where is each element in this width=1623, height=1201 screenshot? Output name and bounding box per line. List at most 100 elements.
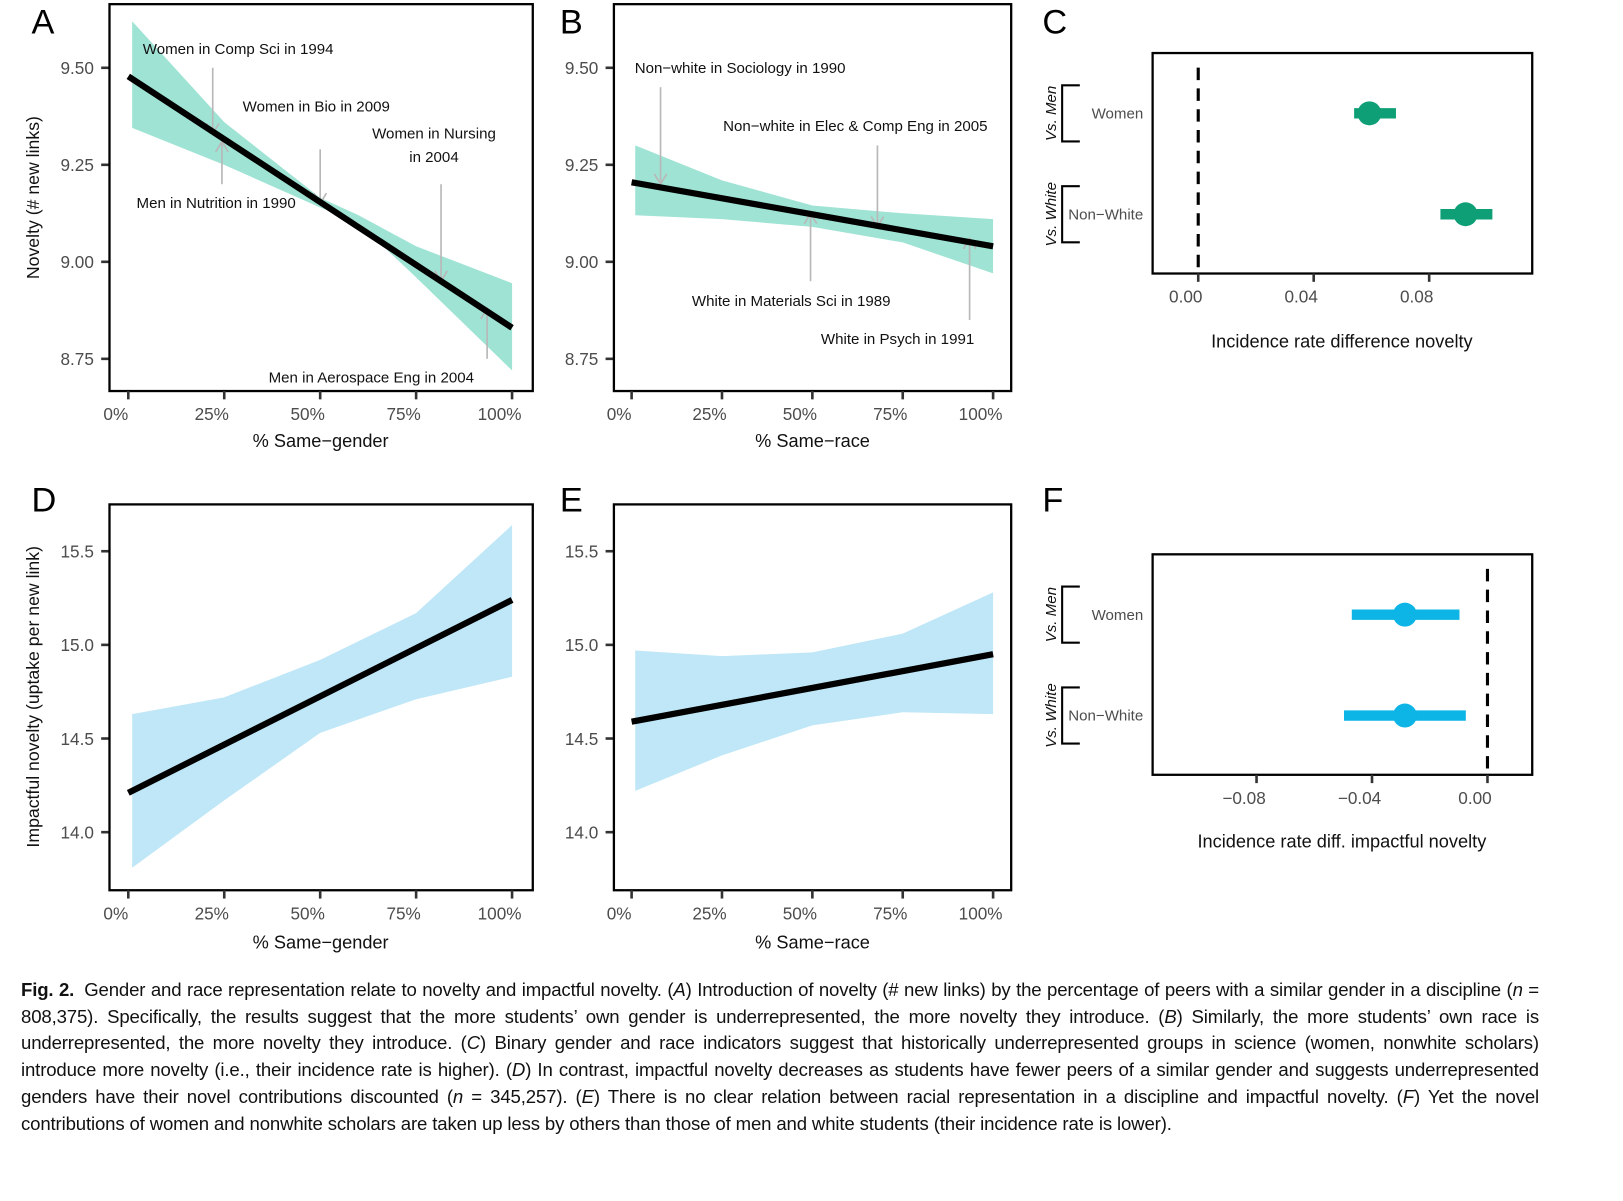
plot-frame [1151, 51, 1534, 275]
annotation-label: Women in Comp Sci in 1994 [143, 41, 334, 58]
x-tick-label: 100% [959, 903, 1003, 923]
x-tick-label: 0.00 [1458, 788, 1491, 808]
x-tick-label: 25% [692, 404, 726, 424]
x-axis-label: % Same−gender [253, 932, 389, 952]
point-estimate [1392, 602, 1417, 627]
panel-letter: A [32, 3, 55, 41]
x-tick-label: 100% [959, 404, 1003, 424]
y-tick-label: 9.00 [60, 252, 93, 272]
caption-segment: = 345,257). ( [463, 1085, 582, 1107]
panel-b: B Non−white in Sociology in 1990 Non−white… [560, 3, 1013, 451]
figure-caption: Fig. 2. Gender and race representation re… [21, 977, 1539, 1137]
y-tick-label: 9.50 [60, 58, 93, 78]
plot-frame [1151, 553, 1534, 776]
group-bracket [1061, 185, 1080, 244]
panel-c: C Women Vs. Men Non−White Vs. White 0.00 0.04 0… [1042, 3, 1534, 351]
y-tick-label: 8.75 [565, 349, 598, 369]
caption-segment: n [1512, 979, 1523, 1000]
y-axis-label: Novelty (# new links) [23, 116, 43, 279]
caption-segment: n [452, 1085, 464, 1107]
x-tick-label: 25% [195, 903, 229, 923]
x-tick-label: 0.04 [1285, 287, 1319, 307]
figure-2: A Women in Comp Sci in 1994 Women in Bio i… [23, 3, 1534, 952]
x-tick-label: 75% [873, 903, 907, 923]
annotation-label: Women in Nursing [372, 125, 496, 142]
caption-segment: = 808,375). Specifically, the results su… [21, 979, 1540, 1027]
panel-letter: B [560, 3, 583, 41]
caption-label: Fig. 2. [21, 979, 75, 1000]
arrowhead [653, 173, 668, 186]
group-label: Vs. White [1043, 182, 1060, 247]
x-axis-label: % Same−race [755, 932, 870, 952]
point-estimate [1392, 703, 1417, 728]
x-tick-label: 0% [607, 404, 632, 424]
caption-body: Gender and race representation relate to… [21, 979, 1539, 1134]
x-tick-label: −0.04 [1338, 788, 1382, 808]
panel-d: D 14.0 14.5 15.0 15.5 Impactful novelty (upta… [23, 482, 534, 952]
group-label: Vs. White [1043, 683, 1060, 748]
annotation-label: Men in Nutrition in 1990 [137, 195, 296, 212]
point-estimate [1357, 101, 1382, 126]
row-label: Non−White [1068, 206, 1143, 223]
annotation-label: Non−white in Elec & Comp Eng in 2005 [723, 118, 987, 135]
annotation-label: Women in Bio in 2009 [243, 98, 390, 115]
annotation-label: Non−white in Sociology in 1990 [635, 60, 846, 77]
caption-segment: ) There is no clear relation between rac… [593, 1085, 1403, 1107]
x-tick-label: 25% [195, 404, 229, 424]
x-tick-label: 50% [291, 404, 325, 424]
group-bracket [1061, 585, 1080, 644]
caption-segment: B [1164, 1005, 1177, 1027]
x-tick-label: 0% [103, 903, 128, 923]
x-tick-label: 0% [103, 404, 128, 424]
confidence-band [635, 145, 994, 274]
panel-a: A Women in Comp Sci in 1994 Women in Bio i… [23, 3, 534, 451]
panel-e: E 14.0 14.5 15.0 15.5 0% 25% 50% 75% 100% % Same−r… [560, 482, 1013, 952]
panel-f: F Women Vs. Men Non−White Vs. White −0.08 −0.0… [1042, 482, 1534, 852]
x-tick-label: 50% [783, 903, 817, 923]
x-tick-label: 75% [873, 404, 907, 424]
x-tick-label: 0.00 [1169, 287, 1202, 307]
caption-segment: ) Similarly, the more students’ own race… [21, 1005, 1539, 1054]
caption-segment: A [673, 979, 686, 1000]
y-tick-label: 9.25 [565, 155, 598, 175]
annotation-label: White in Psych in 1991 [821, 331, 974, 348]
x-axis-label: % Same−gender [253, 431, 389, 451]
y-tick-label: 9.25 [60, 155, 93, 175]
group-label: Vs. Men [1043, 86, 1060, 141]
x-tick-label: 50% [291, 903, 325, 923]
y-tick-label: 14.0 [60, 822, 93, 842]
y-tick-label: 8.75 [60, 349, 93, 369]
caption-segment: ) Introduction of novelty (# new links) … [685, 979, 1513, 1000]
fit-line [631, 179, 994, 250]
caption-segment: D [511, 1059, 526, 1081]
caption-segment: ) In contrast, impactful novelty decreas… [21, 1059, 1539, 1107]
row-label: Non−White [1068, 708, 1143, 725]
annotation-label: White in Materials Sci in 1989 [692, 293, 891, 310]
panel-letter: F [1042, 482, 1063, 520]
panel-letter: C [1042, 3, 1067, 41]
fit-line [631, 651, 994, 725]
x-tick-label: 75% [386, 404, 420, 424]
confidence-band [635, 592, 994, 791]
caption-segment: F [1402, 1085, 1414, 1107]
fit-line [126, 597, 514, 796]
group-bracket [1061, 686, 1080, 745]
group-bracket [1061, 84, 1080, 143]
x-tick-label: 50% [783, 404, 817, 424]
row-label: Women [1092, 607, 1144, 624]
x-tick-label: 0.08 [1400, 287, 1433, 307]
panel-letter: E [560, 482, 583, 520]
panel-letter: D [32, 482, 57, 520]
y-tick-label: 14.0 [565, 822, 598, 842]
x-axis-label: Incidence rate difference novelty [1211, 331, 1473, 351]
caption-segment: E [581, 1085, 594, 1107]
annotation-label: in 2004 [409, 149, 458, 166]
point-estimate [1453, 202, 1478, 227]
x-tick-label: 100% [478, 404, 522, 424]
row-label: Women [1092, 106, 1144, 123]
y-tick-label: 15.0 [60, 635, 93, 655]
x-axis-label: Incidence rate diff. impactful novelty [1197, 832, 1487, 852]
y-tick-label: 15.0 [565, 635, 598, 655]
caption-segment: Gender and race representation relate to… [84, 979, 674, 1000]
annotation-label: Men in Aerospace Eng in 2004 [269, 370, 474, 387]
